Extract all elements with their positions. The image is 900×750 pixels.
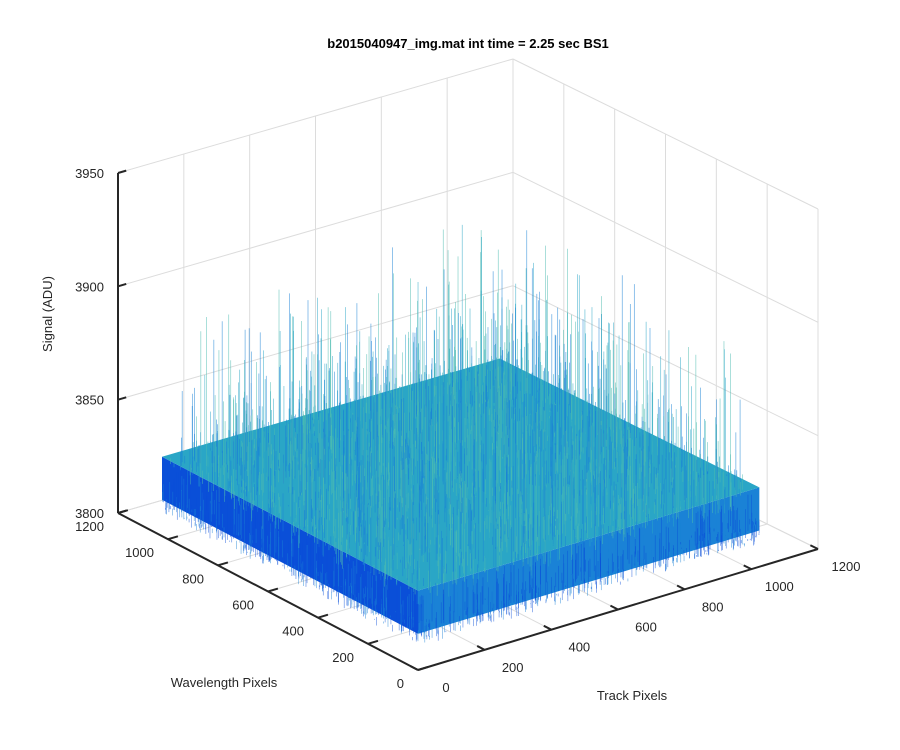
z-tick-label: 3800 — [75, 506, 104, 521]
grid-line — [512, 285, 819, 437]
x-tick-mark — [809, 544, 819, 550]
z-tick-label: 3850 — [75, 393, 104, 408]
y-axis-label: Wavelength Pixels — [171, 675, 278, 690]
y-tick-mark — [367, 639, 379, 645]
y-tick-mark — [167, 535, 179, 541]
grid-line — [117, 58, 514, 174]
x-tick-mark — [476, 645, 486, 651]
y-tick-label: 600 — [232, 598, 254, 613]
y-tick-label: 1000 — [125, 545, 154, 560]
grid-line — [512, 171, 819, 323]
grid-line — [117, 171, 514, 287]
x-tick-mark — [743, 564, 752, 571]
z-tick-mark — [117, 169, 127, 174]
y-tick-label: 200 — [332, 650, 354, 665]
x-tick-mark — [609, 604, 619, 611]
z-tick-mark — [117, 396, 127, 401]
y-tick-label: 1200 — [75, 519, 104, 534]
x-tick-mark — [543, 624, 552, 631]
y-tick-label: 0 — [397, 676, 404, 691]
z-tick-mark — [117, 509, 127, 514]
y-tick-mark — [417, 666, 429, 671]
y-tick-label: 800 — [182, 571, 204, 586]
x-tick-label: 1000 — [765, 579, 794, 594]
x-tick-label: 200 — [502, 660, 524, 675]
chart-title: b2015040947_img.mat int time = 2.25 sec … — [327, 36, 608, 51]
z-tick-label: 3900 — [75, 279, 104, 294]
surface-noise — [162, 224, 760, 643]
x-tick-label: 1200 — [832, 559, 861, 574]
x-tick-label: 400 — [568, 640, 590, 655]
y-tick-mark — [217, 561, 229, 567]
x-tick-mark — [410, 665, 419, 671]
z-axis-label: Signal (ADU) — [40, 276, 55, 352]
z-tick-label: 3950 — [75, 166, 104, 181]
x-axis-label: Track Pixels — [597, 688, 668, 703]
x-tick-label: 0 — [442, 680, 449, 695]
y-tick-mark — [267, 587, 279, 593]
grid-line — [512, 58, 819, 210]
y-tick-mark — [317, 613, 329, 619]
tick-labels: 0 200 400 600 800 1000 1200 0 200 400 600 800 1000 12… — [75, 166, 860, 695]
x-tick-label: 800 — [702, 599, 724, 614]
x-tick-label: 600 — [635, 620, 657, 635]
x-tick-mark — [676, 584, 686, 591]
z-tick-mark — [117, 282, 127, 288]
y-tick-label: 400 — [282, 624, 304, 639]
surface-plot — [162, 224, 760, 643]
grid-line — [117, 285, 514, 401]
axes — [117, 169, 819, 671]
